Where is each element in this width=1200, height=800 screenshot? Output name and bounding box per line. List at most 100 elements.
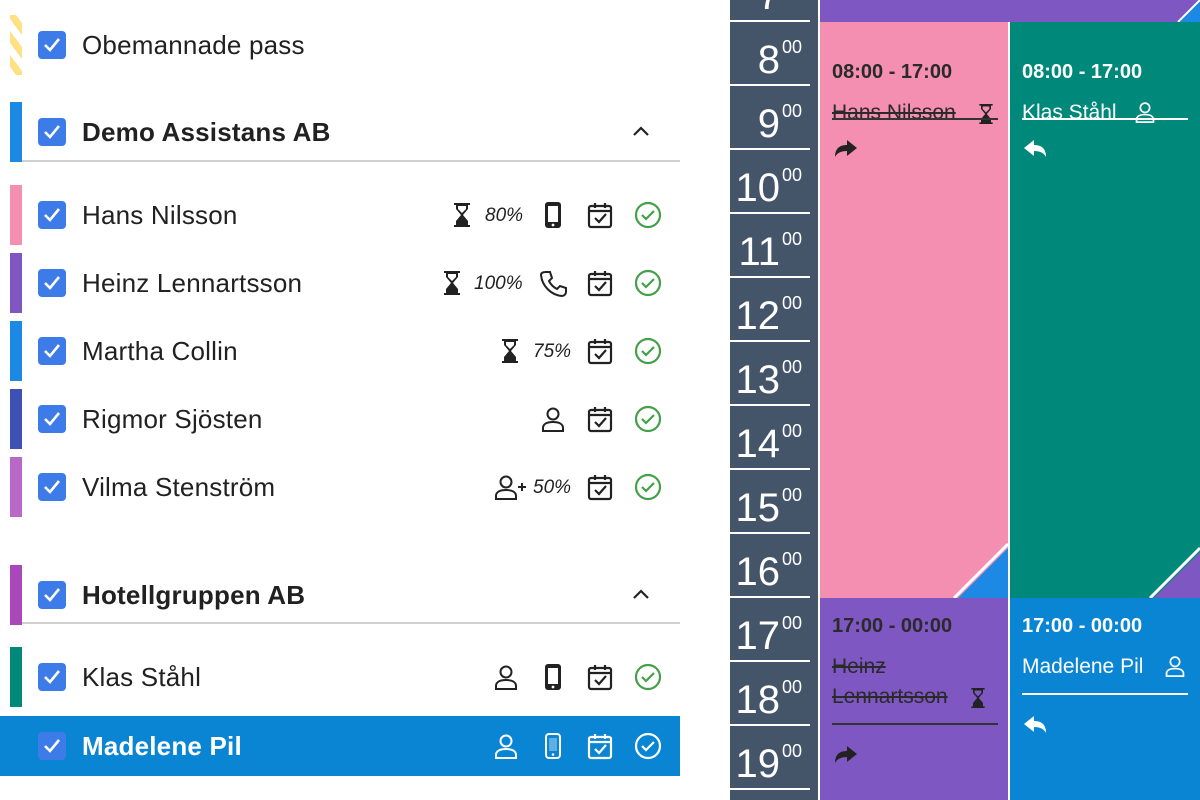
calendar-check-icon[interactable] [586, 663, 614, 691]
phone-icon [538, 269, 567, 297]
hour-label-15: 15 00 [730, 472, 810, 534]
member-color-bar [10, 716, 22, 776]
shift-separator [1022, 118, 1188, 120]
check-circle-icon[interactable] [634, 405, 662, 433]
shift-assignee-line1: Heinz [832, 655, 886, 678]
member-row-vilma-stenstrom[interactable]: Vilma Stenström 50% [0, 457, 680, 517]
group-header-hotellgruppen[interactable]: Hotellgruppen AB [0, 565, 680, 625]
member-row-rigmor-sjosten[interactable]: Rigmor Sjösten [0, 389, 680, 449]
checkbox-member[interactable] [38, 473, 66, 501]
reply-arrow-icon[interactable] [1022, 712, 1050, 741]
person-icon [540, 405, 568, 433]
chevron-up-icon[interactable] [630, 583, 652, 610]
shift-assignee-line2: Lennartsson [832, 685, 948, 708]
shift-card-madelene-pil[interactable]: 17:00 - 00:00 Madelene Pil [1010, 598, 1200, 800]
check-circle-icon[interactable] [634, 201, 662, 229]
member-name: Klas Ståhl [82, 662, 202, 692]
checkbox-member[interactable] [38, 405, 66, 433]
shift-separator [832, 118, 998, 120]
checkbox-member[interactable] [38, 732, 66, 760]
hourglass-icon [450, 201, 478, 229]
shift-separator [832, 723, 998, 725]
member-name: Vilma Stenström [82, 472, 276, 502]
checkbox-member[interactable] [38, 201, 66, 229]
group-color-bar [10, 102, 22, 162]
member-name: Heinz Lennartsson [82, 268, 303, 298]
hour-label-10: 10 00 [730, 152, 810, 214]
person-icon [1134, 100, 1156, 129]
checkbox-group-hotellgruppen[interactable] [38, 581, 66, 609]
hourglass-icon [440, 269, 468, 297]
check-circle-icon[interactable] [634, 473, 662, 501]
check-circle-icon[interactable] [634, 269, 662, 297]
shift-separator [1022, 693, 1188, 695]
hour-label-9: 9 00 [730, 88, 810, 150]
shift-card-hans-nilsson[interactable]: 08:00 - 17:00 Hans Nilsson [820, 22, 1008, 598]
checkbox-unmanned[interactable] [38, 31, 66, 59]
shift-card-klas-stahl[interactable]: 08:00 - 17:00 Klas Ståhl [1010, 22, 1200, 598]
member-row-martha-collin[interactable]: Martha Collin 75% [0, 321, 680, 381]
unmanned-label: Obemannade pass [82, 30, 305, 60]
member-color-bar [10, 457, 22, 517]
shift-time: 17:00 - 00:00 [1022, 615, 1143, 637]
checkbox-member[interactable] [38, 337, 66, 365]
forward-arrow-icon[interactable] [832, 742, 860, 771]
check-circle-icon[interactable] [634, 732, 662, 760]
hourglass-icon [976, 102, 996, 131]
calendar-check-icon[interactable] [586, 473, 614, 501]
calendar-check-icon[interactable] [586, 201, 614, 229]
calendar-check-icon[interactable] [586, 405, 614, 433]
previous-shift-block[interactable] [820, 0, 1200, 22]
member-color-bar [10, 253, 22, 313]
group-divider [22, 622, 680, 624]
checkbox-member[interactable] [38, 269, 66, 297]
reply-arrow-icon[interactable] [1022, 136, 1050, 165]
group-name: Hotellgruppen AB [82, 580, 306, 610]
shift-card-heinz-lennartsson[interactable]: 17:00 - 00:00 Heinz Lennartsson [820, 598, 1008, 800]
member-row-madelene-pil[interactable]: Madelene Pil [0, 716, 680, 776]
shift-assignee: Hans Nilsson [832, 101, 956, 124]
unmanned-stripe [10, 15, 22, 75]
chevron-up-icon[interactable] [630, 120, 652, 147]
member-row-klas-stahl[interactable]: Klas Ståhl [0, 647, 680, 707]
member-color-bar [10, 389, 22, 449]
member-row-hans-nilsson[interactable]: Hans Nilsson 80% [0, 185, 680, 245]
person-icon [493, 663, 521, 691]
group-name: Demo Assistans AB [82, 117, 331, 147]
person-icon [493, 732, 521, 760]
checkbox-member[interactable] [38, 663, 66, 691]
forward-arrow-icon[interactable] [832, 136, 860, 165]
hour-label-13: 13 00 [730, 344, 810, 406]
resource-list: Obemannade pass Demo Assistans AB Hans N… [0, 15, 680, 776]
percentage: 75% [533, 341, 572, 362]
shift-corner [952, 542, 1008, 598]
hourglass-icon [498, 337, 526, 365]
percentage: 50% [533, 477, 572, 498]
percentage: 80% [485, 205, 524, 226]
checkbox-group-demo-assistans[interactable] [38, 118, 66, 146]
hour-label-18: 18 00 [730, 664, 810, 726]
person-add-icon [494, 473, 528, 501]
mobile-phone-icon [541, 201, 569, 229]
hour-label-16: 16 00 [730, 536, 810, 598]
member-name: Madelene Pil [82, 731, 242, 761]
check-circle-icon[interactable] [634, 337, 662, 365]
member-color-bar [10, 321, 22, 381]
member-name: Martha Collin [82, 336, 238, 366]
calendar-check-icon[interactable] [586, 269, 614, 297]
check-circle-icon[interactable] [634, 663, 662, 691]
shift-time: 08:00 - 17:00 [832, 61, 953, 83]
shift-time: 08:00 - 17:00 [1022, 61, 1143, 83]
unmanned-shifts-row[interactable]: Obemannade pass [0, 15, 680, 75]
calendar-check-icon[interactable] [586, 337, 614, 365]
hour-label-8: 8 00 [730, 24, 810, 86]
hour-label-19: 19 00 [730, 728, 810, 790]
member-name: Hans Nilsson [82, 200, 238, 230]
member-row-heinz-lennartsson[interactable]: Heinz Lennartsson 100% [0, 253, 680, 313]
calendar-check-icon[interactable] [586, 732, 614, 760]
group-header-demo-assistans[interactable]: Demo Assistans AB [0, 102, 680, 162]
shift-assignee: Klas Ståhl [1022, 101, 1117, 124]
person-icon [1164, 654, 1186, 683]
